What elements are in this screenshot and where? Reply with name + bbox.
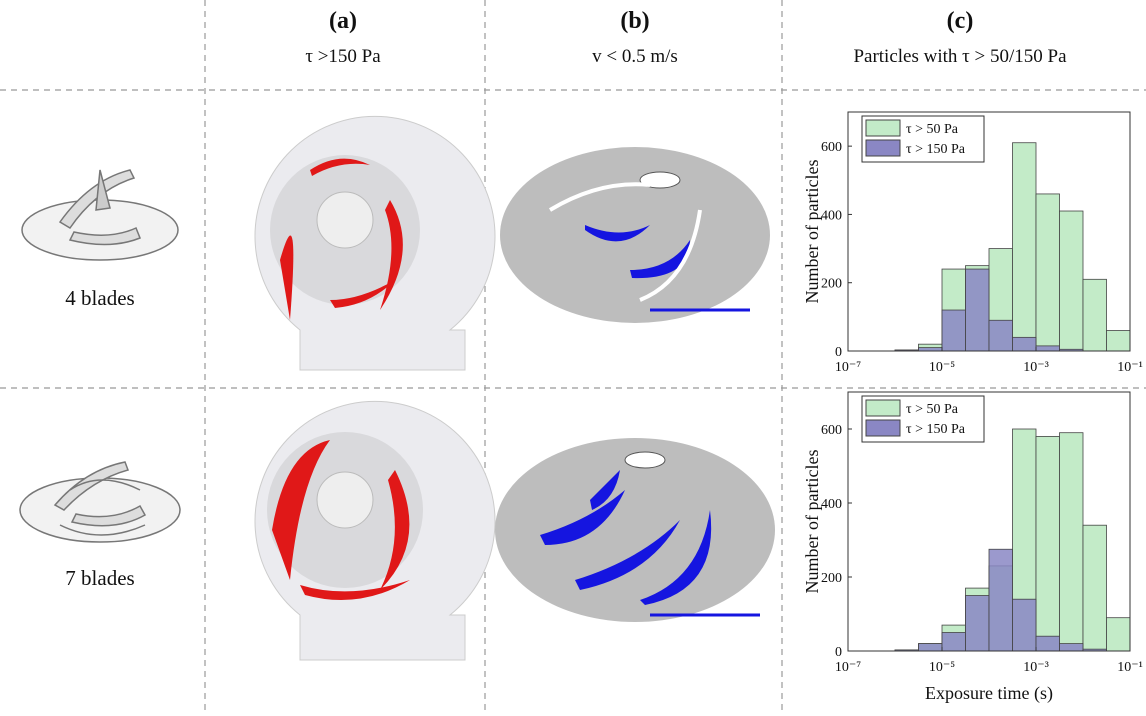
- histogram-bar: [1012, 599, 1036, 651]
- legend-label: τ > 50 Pa: [906, 402, 959, 417]
- y-tick-label: 600: [821, 423, 842, 438]
- column-letter: (a): [329, 8, 357, 34]
- legend-label: τ > 50 Pa: [906, 122, 959, 137]
- y-tick-label: 400: [821, 497, 842, 512]
- velocity-7: [495, 438, 775, 622]
- legend-swatch: [866, 140, 900, 156]
- histogram-bar: [1083, 525, 1106, 651]
- x-tick-label: 10⁻¹: [1117, 660, 1143, 675]
- x-tick-label: 10⁻⁵: [929, 660, 955, 675]
- velocity-4: [500, 147, 770, 323]
- histogram-bar: [1059, 644, 1083, 651]
- histogram-bar: [989, 320, 1012, 351]
- y-axis-label: Number of particles: [802, 160, 822, 304]
- x-tick-label: 10⁻³: [1023, 660, 1049, 675]
- impeller-7: [20, 462, 180, 542]
- x-tick-label: 10⁻¹: [1117, 360, 1143, 375]
- histogram-bar: [989, 549, 1012, 651]
- x-tick-label: 10⁻⁷: [835, 360, 861, 375]
- histogram-bar: [942, 633, 965, 652]
- y-tick-label: 0: [835, 645, 842, 660]
- histogram-bar: [1036, 636, 1059, 651]
- column-subtitle: Particles with τ > 50/150 Pa: [853, 46, 1067, 67]
- histogram-bar: [942, 310, 965, 351]
- histogram-bar: [918, 348, 942, 351]
- legend-swatch: [866, 420, 900, 436]
- histogram-bar: [1106, 618, 1130, 651]
- histogram-bar: [1036, 346, 1059, 351]
- y-tick-label: 200: [821, 277, 842, 292]
- y-axis-label: Number of particles: [802, 450, 822, 594]
- legend-swatch: [866, 400, 900, 416]
- histogram-bar: [1036, 436, 1059, 651]
- histogram-bar: [1012, 143, 1036, 351]
- histogram-bar: [1083, 279, 1106, 351]
- figure: (a) τ >150 Pa (b) v < 0.5 m/s (c) Partic…: [0, 0, 1146, 711]
- legend-label: τ > 150 Pa: [906, 422, 966, 437]
- y-tick-label: 200: [821, 571, 842, 586]
- column-subtitle: v < 0.5 m/s: [592, 46, 678, 67]
- legend-label: τ > 150 Pa: [906, 142, 966, 157]
- row-label: 4 blades: [65, 286, 134, 310]
- row-label: 7 blades: [65, 566, 134, 590]
- volute-7: [255, 401, 495, 660]
- histogram-bar: [1106, 331, 1130, 351]
- x-tick-label: 10⁻⁵: [929, 360, 955, 375]
- column-letter: (c): [947, 8, 974, 34]
- x-tick-label: 10⁻³: [1023, 360, 1049, 375]
- column-letter: (b): [620, 8, 649, 34]
- y-tick-label: 600: [821, 140, 842, 155]
- histogram-bar: [918, 644, 942, 651]
- impeller-4: [22, 170, 178, 260]
- histogram-bar: [1059, 433, 1083, 651]
- volute-4: [255, 116, 495, 370]
- x-axis-label: Exposure time (s): [925, 683, 1053, 704]
- histogram-bar: [1059, 211, 1083, 351]
- y-tick-label: 400: [821, 208, 842, 223]
- y-tick-label: 0: [835, 345, 842, 360]
- histogram-bar: [1036, 194, 1059, 351]
- histogram-bar: [965, 596, 989, 652]
- legend-swatch: [866, 120, 900, 136]
- histogram-bar: [965, 269, 989, 351]
- x-tick-label: 10⁻⁷: [835, 660, 861, 675]
- histogram-bar: [1012, 337, 1036, 351]
- column-subtitle: τ >150 Pa: [305, 46, 381, 67]
